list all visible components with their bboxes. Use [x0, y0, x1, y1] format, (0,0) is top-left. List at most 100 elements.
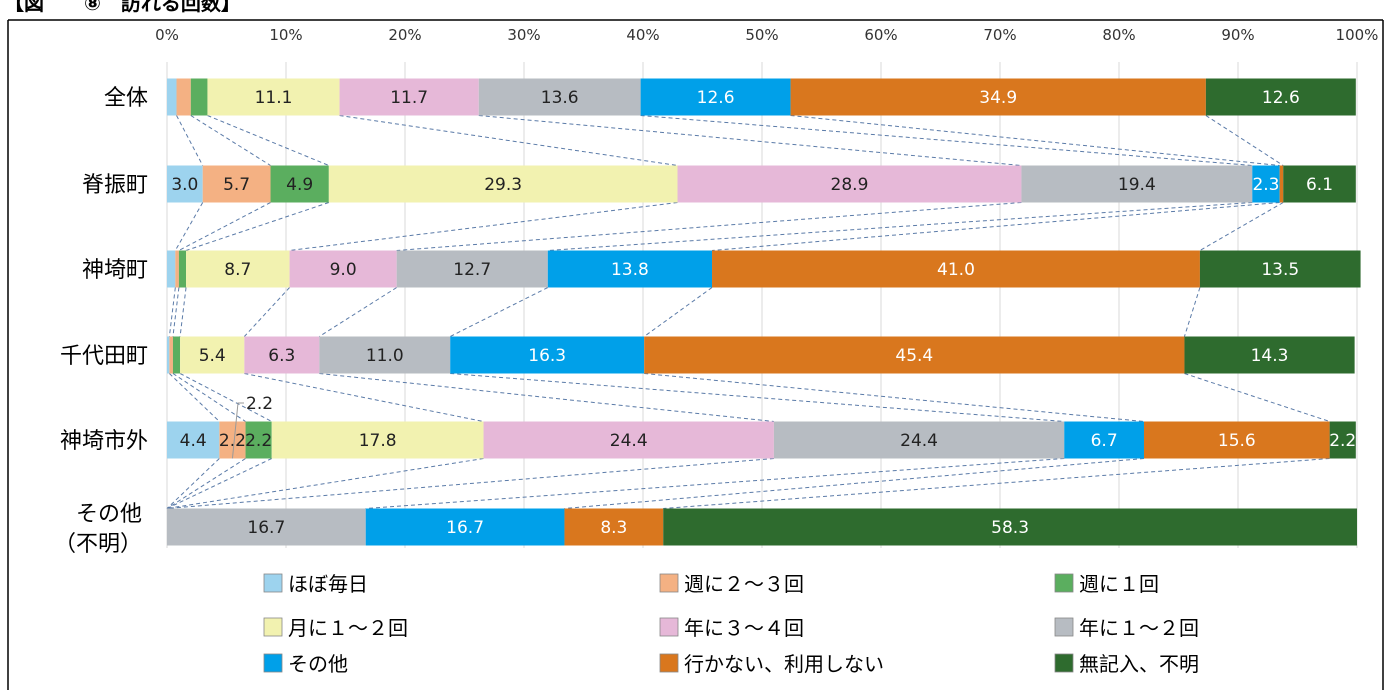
data-label: 13.6 [541, 88, 579, 108]
bar-row: 3.0 5.7 4.9 29.3 28.9 19.4 2.3 6.1 [167, 165, 1356, 203]
bar-segment [178, 250, 187, 288]
series-connector-line [169, 373, 220, 422]
bar-segment [790, 78, 1206, 116]
series-connector-line [166, 458, 272, 509]
bar-segment [1064, 421, 1144, 459]
bar-segment [202, 165, 271, 203]
x-tick-label: 100% [1336, 26, 1379, 44]
x-tick-label: 70% [983, 26, 1016, 44]
data-label: 5.7 [223, 175, 250, 195]
series-connector-line [207, 115, 330, 166]
bar-segment [167, 508, 366, 546]
data-label: 16.3 [528, 346, 566, 366]
x-gridlines [166, 62, 1358, 548]
series-connector-line [289, 202, 678, 251]
legend-swatch [1054, 653, 1074, 673]
bar-segment [244, 336, 320, 374]
x-tick-label: 0% [155, 26, 179, 44]
bar-segment [1329, 421, 1356, 459]
bar-segment [328, 165, 678, 203]
data-label: 17.8 [359, 431, 397, 451]
bar-segment [1205, 78, 1356, 116]
legend-label: 無記入、不明 [1079, 652, 1199, 676]
series-connector-line [174, 202, 204, 251]
bar-segment [207, 78, 340, 116]
series-connector-line [172, 287, 180, 337]
bar-segment [219, 421, 246, 459]
category-label-text: 全体 [104, 86, 148, 111]
data-label: 6.7 [1091, 431, 1118, 451]
legend-label: 年に１～２回 [1079, 616, 1199, 640]
series-connector-lines [166, 115, 1330, 509]
legend-label: 行かない、利用しない [684, 652, 884, 676]
legend-swatch [263, 653, 283, 673]
series-connector-line [478, 115, 1022, 166]
series-connector-line [450, 373, 1065, 422]
bar-segment [339, 78, 479, 116]
category-label-text: その他 [76, 502, 142, 527]
legend-swatch [1054, 617, 1074, 637]
data-label: 13.5 [1261, 260, 1299, 280]
series-connector-line [179, 373, 272, 422]
callout-leader-line [231, 402, 244, 459]
category-label: 全体 [104, 86, 148, 111]
bar-segment [663, 508, 1357, 546]
legend-label: 年に３～４回 [684, 616, 804, 640]
bar-row: 5.4 6.3 11.0 16.3 45.4 14.3 [167, 336, 1355, 374]
series-connector-line [365, 458, 1065, 509]
data-label: 16.7 [446, 518, 484, 538]
legend-item: 年に３～４回 [659, 616, 804, 640]
series-connector-line [319, 373, 774, 422]
data-label: 4.4 [180, 431, 207, 451]
bar-segment [167, 421, 220, 459]
legend-label: その他 [288, 652, 348, 676]
series-connector-line [166, 458, 774, 509]
series-connector-line [168, 287, 176, 337]
data-label: 11.0 [366, 346, 404, 366]
category-label: 脊振町 [82, 173, 148, 198]
bar-segment [289, 250, 397, 288]
series-connector-line [644, 373, 1145, 422]
series-connector-line [166, 458, 246, 509]
chart-frame-lines [7, 19, 1384, 690]
data-label: 11.1 [255, 88, 293, 108]
x-tick-labels: 0% 10% 20% 30% 40% 50% 60% 70% 80% 90% 100% [155, 26, 1378, 44]
series-connector-line [1183, 287, 1201, 337]
series-connector-line [243, 287, 290, 337]
series-connector-line [166, 458, 220, 509]
category-label: 神埼市外 [60, 429, 148, 454]
legend-item: 年に１～２回 [1054, 616, 1199, 640]
x-tick-label: 30% [507, 26, 540, 44]
data-label: 12.7 [453, 260, 491, 280]
legend-swatch [1054, 573, 1074, 593]
series-connector-line [244, 373, 484, 422]
bar-segment [677, 165, 1022, 203]
series-connector-line [190, 115, 271, 166]
bar-segment [564, 508, 664, 546]
category-label-text: （不明） [54, 532, 142, 557]
bar-segment [547, 250, 713, 288]
bar-segment [245, 421, 272, 459]
legend-label: ほぼ毎日 [288, 572, 368, 596]
data-label: 2.2 [219, 431, 246, 451]
series-connector-line [319, 287, 397, 337]
category-label: その他 （不明） [54, 502, 142, 557]
x-tick-label: 80% [1102, 26, 1135, 44]
legend-label: 週に２～３回 [684, 572, 804, 596]
x-tick-label: 90% [1221, 26, 1254, 44]
bar-segment [270, 165, 329, 203]
category-label-text: 神埼市外 [60, 429, 148, 454]
legend-label: 月に１～２回 [288, 616, 408, 640]
data-label: 8.7 [224, 260, 251, 280]
data-label: 58.3 [991, 518, 1029, 538]
bar-segment [186, 250, 290, 288]
series-connector-line [790, 115, 1280, 166]
legend-swatch [659, 573, 679, 593]
bar-segment [176, 78, 191, 116]
category-label: 神埼町 [82, 258, 148, 283]
data-label: 6.1 [1306, 175, 1333, 195]
legend-item: 行かない、利用しない [659, 652, 884, 676]
bar-segment [180, 336, 245, 374]
data-label: 12.6 [697, 88, 735, 108]
